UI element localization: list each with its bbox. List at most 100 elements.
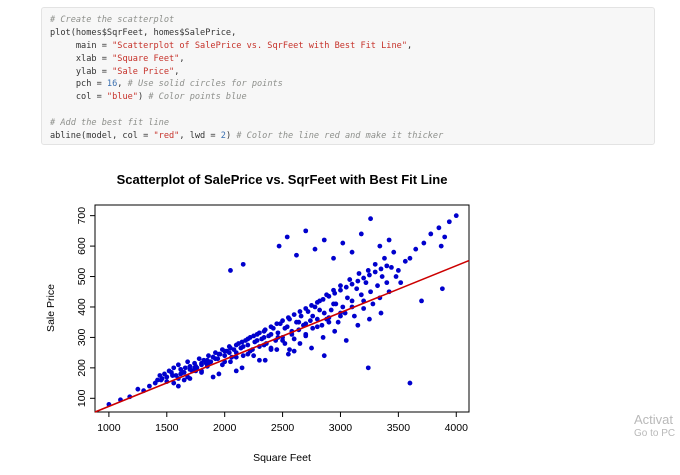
scatter-point <box>349 298 355 304</box>
scatter-point <box>393 274 399 279</box>
scatter-point <box>367 316 372 322</box>
x-axis-title: Square Feet <box>253 452 311 464</box>
y-tick-label: 200 <box>76 359 88 377</box>
code-token: , <box>179 53 185 64</box>
y-tick-label: 100 <box>76 389 88 407</box>
scatter-point <box>228 345 233 351</box>
scatter-point <box>335 319 341 325</box>
scatter-point <box>135 386 141 392</box>
code-line: plot(homes$SqrFeet, homes$SalePrice, <box>50 27 646 40</box>
scatter-point <box>303 331 309 337</box>
scatter-point <box>196 356 202 362</box>
scatter-point <box>298 313 304 319</box>
code-token: ) <box>137 92 149 103</box>
scatter-point <box>187 366 193 372</box>
code-token: pch = <box>50 79 107 90</box>
scatter-point <box>303 306 309 311</box>
scatter-point <box>340 304 346 310</box>
scatter-point <box>199 360 204 366</box>
scatter-point <box>331 255 336 261</box>
y-axis-title: Sale Price <box>45 284 57 332</box>
scatter-point <box>378 310 384 316</box>
scatter-point <box>192 365 197 371</box>
scatter-point <box>317 307 323 313</box>
scatter-point <box>386 237 392 243</box>
scatter-point <box>226 350 232 356</box>
code-line: col = "blue") # Color points blue <box>50 91 646 104</box>
scatter-point <box>377 243 383 249</box>
scatter-point <box>239 339 245 345</box>
scatter-point <box>239 365 245 371</box>
code-token: "Scatterplot of SalePrice vs. SqrFeet wi… <box>112 40 408 51</box>
scatter-point <box>262 357 268 363</box>
scatter-point <box>245 336 251 342</box>
scatter-point <box>257 357 262 363</box>
scatter-point <box>356 271 362 276</box>
scatter-point <box>326 293 332 299</box>
scatter-point <box>314 300 320 305</box>
scatter-point <box>228 268 233 273</box>
scatter-point <box>206 353 211 359</box>
scatter-point <box>213 356 218 362</box>
scatter-point <box>372 269 378 275</box>
scatter-point <box>206 360 211 366</box>
scatter-point <box>245 342 251 348</box>
scatter-point <box>338 313 343 319</box>
scatter-point <box>280 318 285 324</box>
code-token: # Use solid circles for points <box>127 79 283 90</box>
code-token: # Add the best fit line <box>50 118 169 129</box>
scatter-point <box>355 278 361 284</box>
y-tick-label: 500 <box>76 268 88 286</box>
scatter-point <box>291 348 297 354</box>
code-token: # Color the line red and make it thicker <box>236 131 444 142</box>
scatter-point <box>375 283 380 289</box>
scatter-point <box>343 338 349 343</box>
code-line: # Add the best fit line <box>50 117 646 130</box>
scatter-point <box>222 353 228 359</box>
code-line <box>50 104 646 117</box>
y-tick-label: 700 <box>76 207 88 225</box>
scatter-point <box>268 324 274 330</box>
scatter-point <box>321 310 327 316</box>
scatter-point <box>361 275 367 281</box>
scatter-point <box>282 325 288 331</box>
scatter-point <box>185 359 191 365</box>
scatter-point <box>175 362 181 368</box>
scatter-point <box>378 266 384 272</box>
scatter-point <box>158 377 164 383</box>
scatter-point <box>314 316 320 322</box>
code-token: , <box>174 66 180 77</box>
scatter-point <box>453 213 459 219</box>
scatter-point <box>338 287 343 293</box>
y-tick-label: 300 <box>76 329 88 347</box>
scatter-point <box>349 249 355 255</box>
scatter-point <box>419 298 424 304</box>
code-token: col = <box>50 92 107 103</box>
scatter-point <box>285 315 291 321</box>
code-token: 2 <box>220 131 226 142</box>
scatter-point <box>347 277 353 282</box>
scatter-point <box>389 265 394 270</box>
scatter-point <box>170 373 175 378</box>
x-tick-label: 1000 <box>97 422 121 434</box>
scatter-point <box>436 225 442 231</box>
scatter-point <box>240 353 246 359</box>
scatter-point <box>384 263 390 269</box>
scatter-point <box>181 377 187 383</box>
scatter-point <box>182 365 188 371</box>
scatter-point <box>310 313 316 319</box>
code-token: , lwd = <box>179 131 221 142</box>
scatter-point <box>320 335 326 340</box>
scatter-point <box>228 359 233 365</box>
scatter-point <box>351 313 357 319</box>
scatter-point <box>328 307 334 313</box>
scatter-point <box>332 328 338 334</box>
scatter-point <box>309 345 314 351</box>
code-line: pch = 16, # Use solid circles for points <box>50 78 646 91</box>
scatter-point <box>358 231 364 237</box>
code-token: , <box>407 40 413 51</box>
scatter-point <box>361 306 367 311</box>
scatter-point <box>438 243 444 249</box>
code-token: , <box>117 79 128 90</box>
scatter-point <box>251 333 257 339</box>
